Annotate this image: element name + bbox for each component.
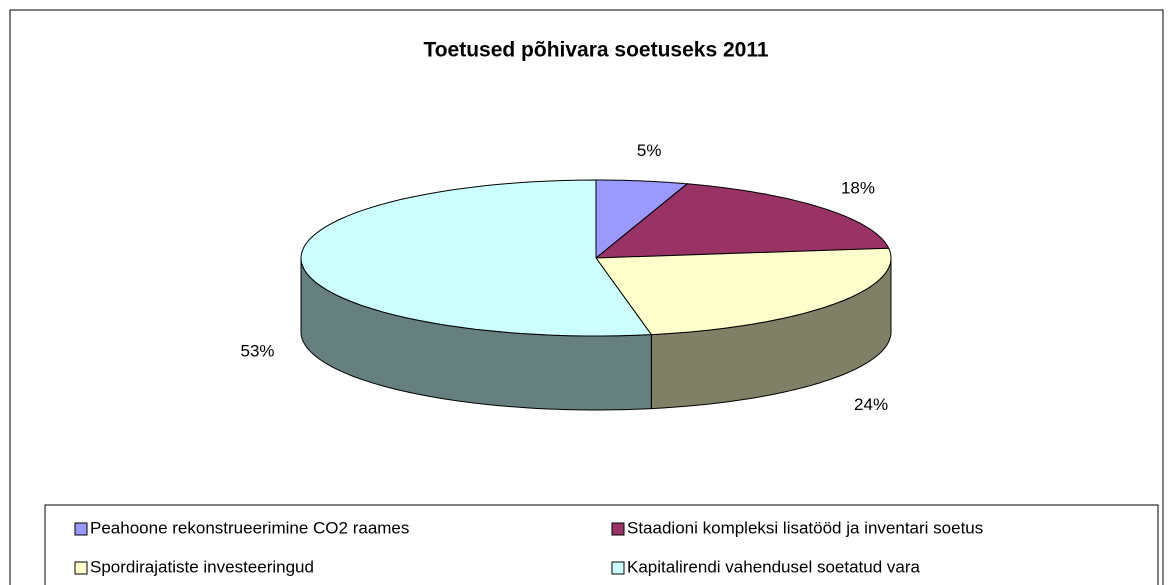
pie-slice (595, 247, 892, 336)
legend-label: Peahoone rekonstrueerimine CO2 raames (90, 518, 409, 537)
pie-slice (594, 183, 890, 259)
legend-box (44, 504, 1159, 585)
chart-title: Toetused põhivara soetuseks 2011 (423, 39, 768, 62)
legend-swatch (611, 561, 625, 575)
legend-swatch (74, 522, 88, 536)
data-label: 18% (841, 179, 875, 198)
legend-label: Staadioni kompleksi lisatööd ja inventar… (627, 518, 983, 537)
data-label: 24% (854, 395, 888, 414)
legend-swatch (611, 522, 625, 536)
data-label: 53% (240, 342, 274, 361)
legend-swatch (74, 561, 88, 575)
data-label: 5% (637, 141, 662, 160)
legend-label: Spordirajatiste investeeringud (90, 557, 314, 576)
legend-label: Kapitalirendi vahendusel soetatud vara (627, 557, 921, 576)
pie-slice (595, 179, 689, 260)
pie-slice (300, 179, 653, 337)
